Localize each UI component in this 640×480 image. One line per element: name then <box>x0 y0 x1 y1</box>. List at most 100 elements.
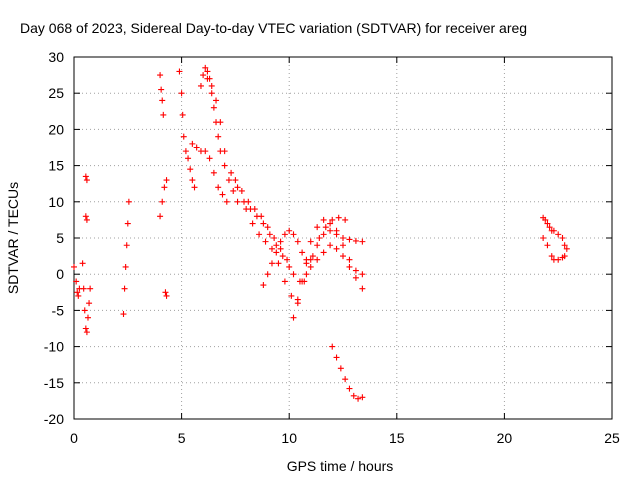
data-point <box>83 177 90 184</box>
data-point <box>87 285 94 292</box>
data-point <box>327 227 334 234</box>
data-point <box>335 214 342 221</box>
data-point <box>124 220 131 227</box>
y-axis: -20 -15 -10 -5 0 5 10 15 20 25 30 <box>44 49 612 427</box>
data-point <box>561 253 568 260</box>
chart-title: Day 068 of 2023, Sidereal Day-to-day VTE… <box>20 20 527 36</box>
series-arc-k <box>197 64 241 205</box>
data-point <box>178 90 185 97</box>
data-point <box>228 169 235 176</box>
data-point <box>161 184 168 191</box>
data-point <box>121 285 128 292</box>
data-point <box>352 267 359 274</box>
data-point <box>260 220 267 227</box>
data-point <box>217 119 224 126</box>
data-point <box>208 82 215 89</box>
data-point <box>73 278 80 285</box>
data-point <box>123 242 130 249</box>
data-point <box>202 148 209 155</box>
x-tick-label: 15 <box>389 430 405 446</box>
series-arc-b <box>79 260 94 336</box>
data-point <box>359 394 366 401</box>
data-point <box>333 354 340 361</box>
data-point <box>182 148 189 155</box>
data-point <box>81 307 88 314</box>
data-point <box>555 256 562 263</box>
data-point <box>204 68 211 75</box>
data-point <box>309 253 316 260</box>
data-point <box>279 253 286 260</box>
data-point <box>307 238 314 245</box>
data-point <box>271 235 278 241</box>
data-point <box>346 385 353 392</box>
data-point <box>281 231 288 238</box>
data-point <box>80 285 87 292</box>
data-point <box>200 72 207 79</box>
data-point <box>342 216 349 223</box>
series-arc-j <box>189 140 230 205</box>
data-point <box>286 227 293 234</box>
data-point <box>290 314 297 321</box>
data-point <box>120 311 127 318</box>
data-point <box>327 220 334 227</box>
data-point <box>346 236 353 243</box>
data-point <box>162 289 169 296</box>
data-point <box>327 242 334 249</box>
data-point <box>329 343 336 350</box>
data-point <box>550 227 557 234</box>
data-point <box>340 242 346 249</box>
data-point <box>277 238 284 245</box>
data-point <box>322 224 329 231</box>
data-point <box>303 256 310 263</box>
data-point <box>249 220 256 227</box>
data-point <box>82 213 89 220</box>
data-point <box>83 216 90 223</box>
data-point <box>350 392 357 399</box>
data-point <box>243 206 250 213</box>
x-tick-label: 25 <box>604 430 620 446</box>
y-tick-label: 0 <box>56 266 64 282</box>
data-point <box>191 184 198 191</box>
y-tick-label: 20 <box>48 121 64 137</box>
data-point <box>258 213 265 220</box>
data-point <box>176 68 183 75</box>
data-point <box>262 238 269 245</box>
data-point <box>264 271 271 278</box>
series-arc-l <box>204 75 293 270</box>
data-point <box>314 224 321 231</box>
data-point <box>320 231 327 238</box>
data-point <box>355 395 362 402</box>
data-point <box>540 235 547 241</box>
data-point <box>559 235 566 241</box>
data-point <box>294 300 301 307</box>
data-points <box>71 64 570 402</box>
data-point <box>125 198 132 205</box>
data-point <box>210 104 217 111</box>
series-arc-g <box>157 177 170 220</box>
series-arc-h <box>162 289 170 299</box>
data-point <box>561 242 568 249</box>
data-point <box>221 148 228 155</box>
data-point <box>185 155 192 162</box>
data-point <box>213 97 220 104</box>
data-point <box>337 365 344 372</box>
data-point <box>82 325 89 332</box>
data-point <box>333 227 340 234</box>
data-point <box>563 245 570 252</box>
data-point <box>202 64 209 71</box>
data-point <box>275 260 282 267</box>
data-point <box>189 140 196 147</box>
series-arc-s <box>540 235 568 263</box>
data-point <box>266 231 273 238</box>
data-point <box>163 177 170 184</box>
data-point <box>223 198 230 205</box>
data-point <box>187 166 194 173</box>
data-point <box>290 271 297 278</box>
x-axis-label: GPS time / hours <box>287 458 394 474</box>
data-point <box>542 216 549 223</box>
data-point <box>290 231 297 238</box>
data-point <box>215 133 222 140</box>
data-point <box>359 271 366 278</box>
data-point <box>159 198 166 205</box>
data-point <box>208 90 215 97</box>
